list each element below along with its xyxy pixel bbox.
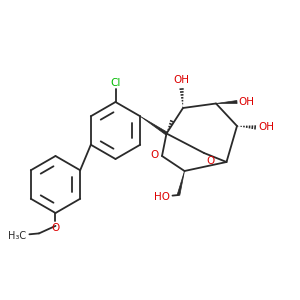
- Text: Cl: Cl: [110, 78, 121, 88]
- Text: O: O: [150, 150, 158, 160]
- Polygon shape: [216, 100, 237, 103]
- Text: HO: HO: [154, 192, 170, 203]
- Text: O: O: [51, 223, 60, 233]
- Polygon shape: [177, 171, 184, 195]
- Text: H₃C: H₃C: [8, 231, 26, 241]
- Polygon shape: [140, 116, 167, 135]
- Text: O: O: [206, 156, 215, 166]
- Text: OH: OH: [258, 122, 274, 133]
- Text: OH: OH: [239, 97, 255, 107]
- Text: OH: OH: [173, 75, 190, 85]
